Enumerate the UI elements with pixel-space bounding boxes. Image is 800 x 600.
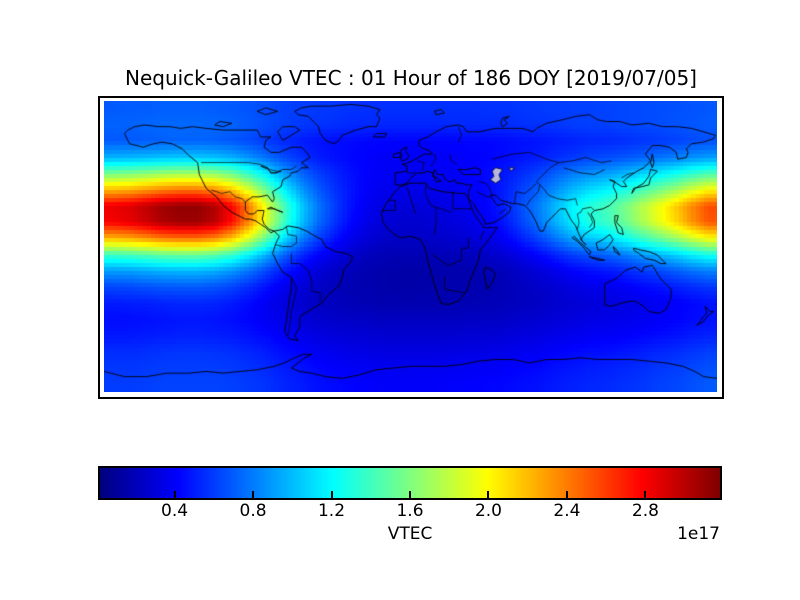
colorbar-tick-label: 0.4 (161, 501, 189, 521)
world-vtec-heatmap (104, 101, 717, 392)
colorbar-tick-label: 2.8 (631, 501, 659, 521)
colorbar-tick-label: 1.2 (317, 501, 346, 521)
colorbar-tick (173, 491, 176, 498)
colorbar-tick (644, 491, 647, 498)
colorbar-tick-label: 2.4 (553, 501, 581, 521)
plot-title: Nequick-Galileo VTEC : 01 Hour of 186 DO… (124, 66, 697, 90)
colorbar-offset-label: 1e17 (677, 524, 720, 544)
colorbar-tick-label: 0.8 (239, 501, 267, 521)
colorbar-tick (487, 491, 490, 498)
colorbar-tick-label: 1.6 (396, 501, 424, 521)
colorbar-tick (409, 491, 411, 498)
colorbar-label: VTEC (387, 524, 433, 544)
colorbar-tick (252, 491, 255, 498)
colorbar-tick (330, 491, 333, 498)
colorbar-tick (565, 491, 568, 498)
colorbar-tick-label: 2.0 (474, 501, 502, 521)
